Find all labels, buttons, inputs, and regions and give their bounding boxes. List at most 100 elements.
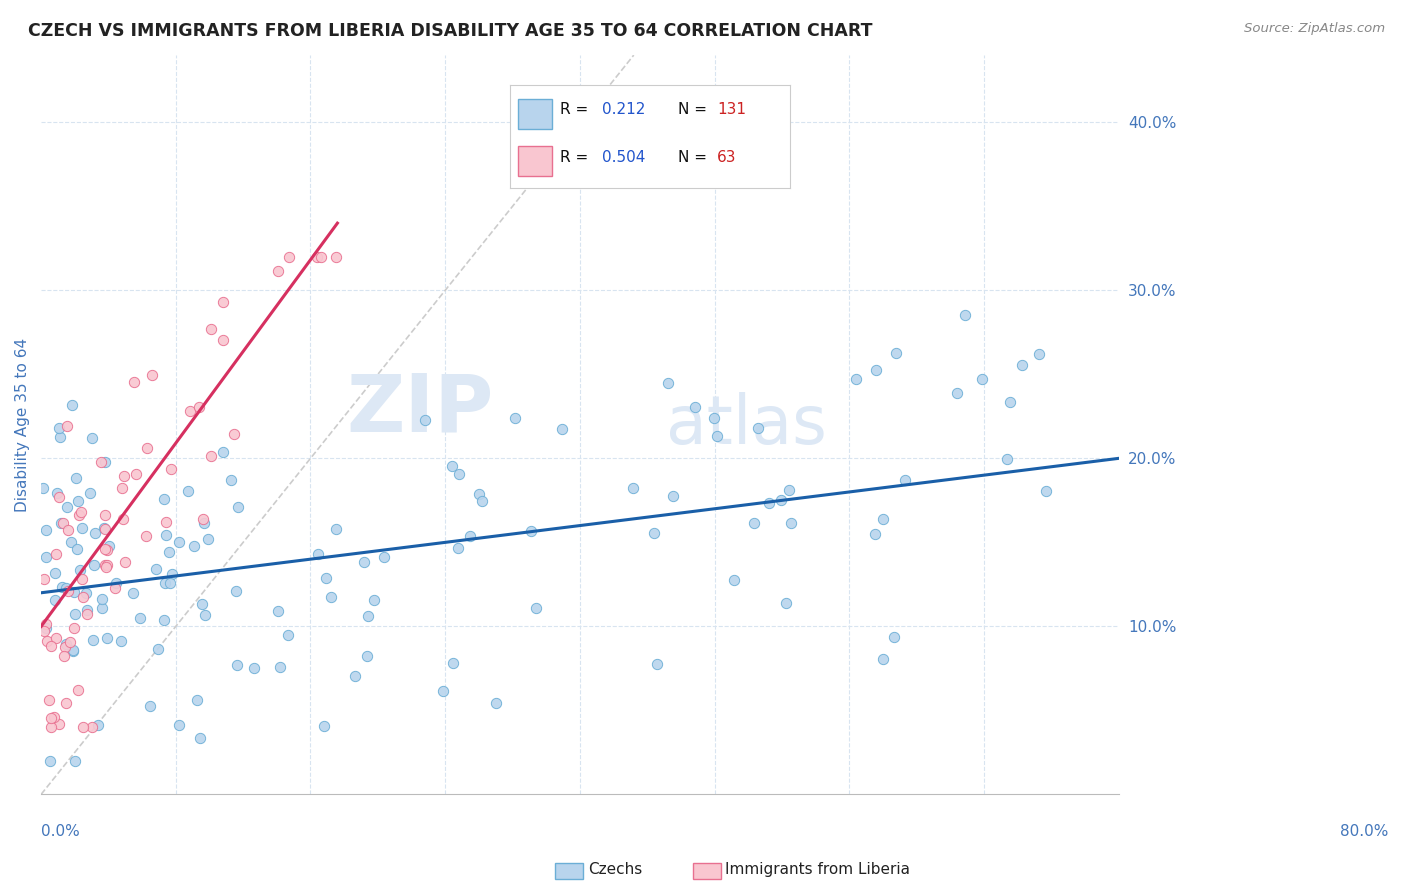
Point xyxy=(319,590,342,604)
Point xyxy=(96,632,118,646)
Text: Immigrants from Liberia: Immigrants from Liberia xyxy=(725,863,911,877)
Point xyxy=(177,483,200,498)
Point xyxy=(471,494,494,508)
Point xyxy=(219,473,242,487)
Point xyxy=(39,720,62,734)
Point xyxy=(153,492,176,507)
Point xyxy=(129,611,152,625)
Point xyxy=(48,490,70,504)
Point xyxy=(683,401,706,415)
Point xyxy=(1000,395,1022,409)
Point xyxy=(67,508,90,522)
Point xyxy=(193,516,215,530)
Point xyxy=(94,508,117,522)
Point xyxy=(243,661,266,675)
Point xyxy=(167,535,190,549)
Point xyxy=(155,516,177,530)
Point xyxy=(55,636,77,650)
Point xyxy=(447,541,470,556)
Point xyxy=(228,500,250,515)
Point xyxy=(70,521,93,535)
Point xyxy=(72,590,94,604)
Point xyxy=(139,698,162,713)
Point xyxy=(440,459,463,474)
Point xyxy=(155,575,177,590)
Point xyxy=(995,451,1018,466)
Point xyxy=(468,487,491,501)
Point xyxy=(972,372,994,386)
Point xyxy=(307,547,329,561)
Point xyxy=(225,583,247,598)
Point xyxy=(121,585,143,599)
Point xyxy=(872,652,894,666)
Text: 0.0%: 0.0% xyxy=(41,824,80,839)
Point xyxy=(56,584,79,599)
Point xyxy=(190,731,212,746)
Y-axis label: Disability Age 35 to 64: Disability Age 35 to 64 xyxy=(15,338,30,512)
Point xyxy=(141,368,163,382)
Point xyxy=(66,542,89,557)
Point xyxy=(458,528,481,542)
Point xyxy=(363,592,385,607)
Point xyxy=(94,558,117,572)
Point xyxy=(524,601,547,615)
Point xyxy=(55,696,77,710)
Point xyxy=(44,709,66,723)
Point xyxy=(35,549,58,564)
Point xyxy=(52,516,75,531)
Point xyxy=(706,429,728,443)
Point xyxy=(159,575,181,590)
Point xyxy=(865,362,887,376)
Point xyxy=(645,657,668,671)
Point xyxy=(309,250,332,264)
Point xyxy=(62,643,84,657)
Point xyxy=(278,250,301,264)
Point xyxy=(357,609,380,624)
Point xyxy=(60,399,83,413)
Text: 80.0%: 80.0% xyxy=(1340,824,1388,839)
Point xyxy=(39,711,62,725)
Point xyxy=(83,558,105,572)
Text: CZECH VS IMMIGRANTS FROM LIBERIA DISABILITY AGE 35 TO 64 CORRELATION CHART: CZECH VS IMMIGRANTS FROM LIBERIA DISABIL… xyxy=(28,22,873,40)
Point xyxy=(160,566,183,581)
Point xyxy=(110,633,132,648)
Point xyxy=(211,333,233,347)
Point xyxy=(72,573,94,587)
Point xyxy=(145,562,167,576)
Point xyxy=(76,603,98,617)
Point xyxy=(70,505,93,519)
Point xyxy=(84,526,107,541)
Point xyxy=(67,683,90,698)
Point xyxy=(39,639,62,653)
Point xyxy=(211,445,233,459)
Point xyxy=(778,483,800,498)
Point xyxy=(307,250,329,264)
Point xyxy=(79,486,101,500)
Point xyxy=(55,500,77,514)
Point xyxy=(267,604,290,618)
Point xyxy=(267,264,290,278)
Point xyxy=(167,718,190,732)
Point xyxy=(621,481,644,495)
Point xyxy=(62,644,84,658)
Point xyxy=(155,528,177,542)
Point xyxy=(1011,359,1033,373)
Point xyxy=(520,524,543,538)
Point xyxy=(124,375,146,389)
Point xyxy=(112,512,135,526)
Point xyxy=(893,474,915,488)
Point xyxy=(758,496,780,510)
Point xyxy=(90,455,112,469)
Point xyxy=(356,649,378,664)
Point xyxy=(373,550,395,565)
Point xyxy=(191,597,214,611)
Point xyxy=(104,576,127,591)
Point xyxy=(343,669,366,683)
Point xyxy=(1035,483,1057,498)
Point xyxy=(111,482,134,496)
Point xyxy=(194,608,217,623)
Point xyxy=(96,560,118,574)
Point xyxy=(63,607,86,621)
Text: Source: ZipAtlas.com: Source: ZipAtlas.com xyxy=(1244,22,1385,36)
Point xyxy=(325,250,347,264)
